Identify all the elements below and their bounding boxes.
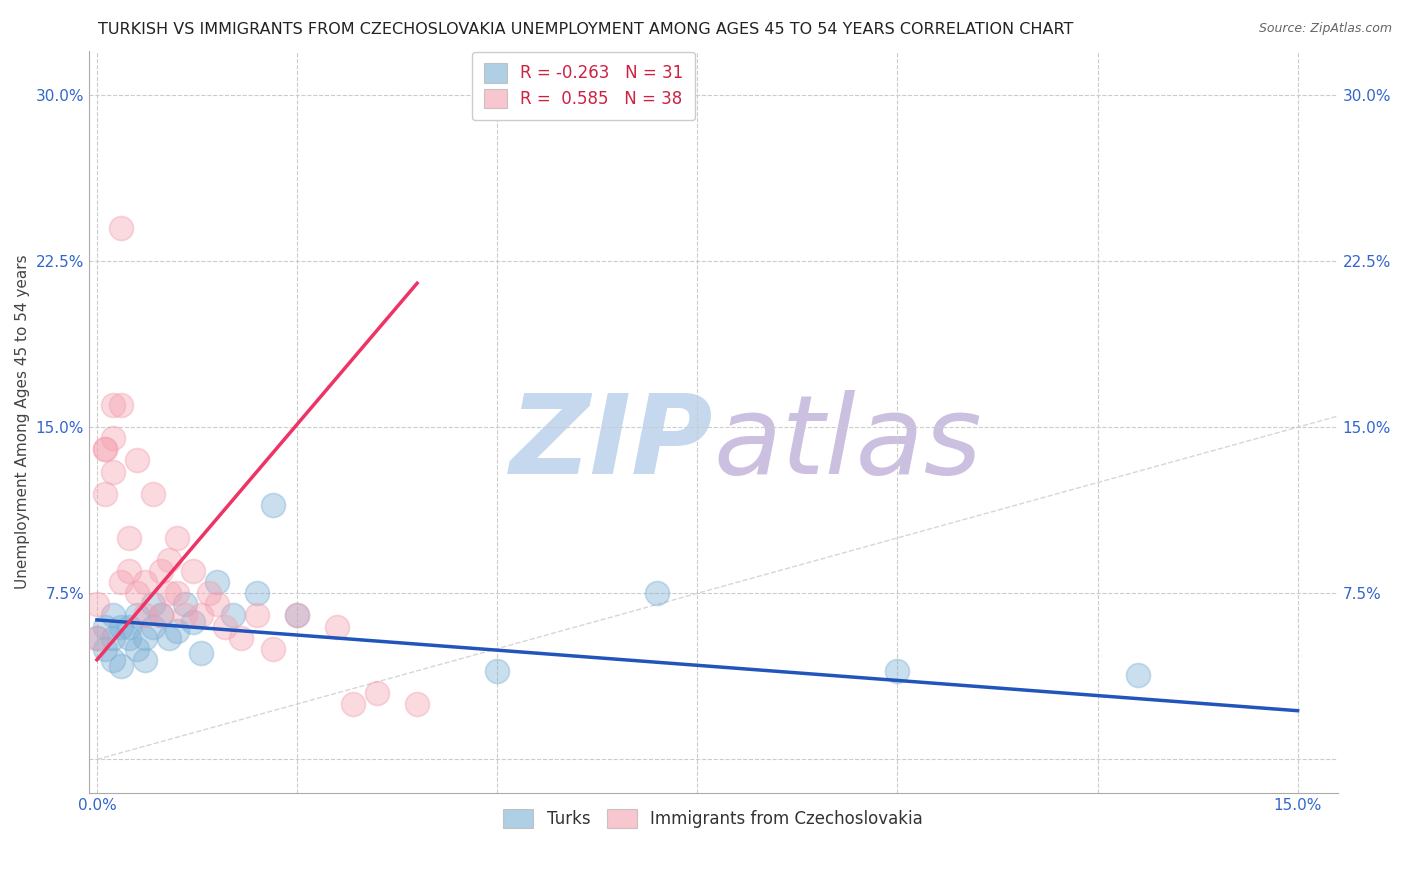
- Point: [101, 431, 124, 445]
- Point: [110, 398, 132, 412]
- Point: [342, 697, 364, 711]
- Point: [1126, 668, 1149, 682]
- Point: [149, 608, 172, 623]
- Point: [190, 646, 212, 660]
- Point: [125, 453, 148, 467]
- Point: [86, 631, 108, 645]
- Point: [366, 686, 388, 700]
- Point: [229, 631, 252, 645]
- Text: Source: ZipAtlas.com: Source: ZipAtlas.com: [1258, 22, 1392, 36]
- Point: [118, 631, 141, 645]
- Text: TURKISH VS IMMIGRANTS FROM CZECHOSLOVAKIA UNEMPLOYMENT AMONG AGES 45 TO 54 YEARS: TURKISH VS IMMIGRANTS FROM CZECHOSLOVAKI…: [98, 22, 1074, 37]
- Point: [94, 486, 117, 500]
- Point: [86, 598, 108, 612]
- Point: [149, 608, 172, 623]
- Text: ZIP: ZIP: [510, 391, 713, 498]
- Point: [157, 586, 180, 600]
- Point: [134, 653, 156, 667]
- Point: [101, 465, 124, 479]
- Point: [262, 641, 284, 656]
- Point: [205, 575, 228, 590]
- Point: [166, 531, 188, 545]
- Point: [166, 586, 188, 600]
- Point: [118, 619, 141, 633]
- Point: [174, 608, 197, 623]
- Point: [246, 586, 269, 600]
- Point: [285, 608, 308, 623]
- Point: [101, 631, 124, 645]
- Point: [486, 664, 509, 678]
- Point: [86, 631, 108, 645]
- Point: [94, 641, 117, 656]
- Point: [142, 619, 165, 633]
- Text: atlas: atlas: [713, 391, 981, 498]
- Point: [110, 619, 132, 633]
- Point: [190, 608, 212, 623]
- Point: [142, 598, 165, 612]
- Point: [157, 553, 180, 567]
- Point: [285, 608, 308, 623]
- Point: [125, 641, 148, 656]
- Point: [142, 486, 165, 500]
- Y-axis label: Unemployment Among Ages 45 to 54 years: Unemployment Among Ages 45 to 54 years: [15, 254, 30, 589]
- Point: [886, 664, 908, 678]
- Point: [406, 697, 429, 711]
- Point: [246, 608, 269, 623]
- Point: [149, 564, 172, 578]
- Point: [101, 398, 124, 412]
- Point: [134, 608, 156, 623]
- Point: [110, 659, 132, 673]
- Point: [118, 531, 141, 545]
- Point: [157, 631, 180, 645]
- Point: [134, 631, 156, 645]
- Point: [101, 608, 124, 623]
- Point: [645, 586, 668, 600]
- Point: [222, 608, 245, 623]
- Point: [94, 619, 117, 633]
- Point: [110, 220, 132, 235]
- Point: [94, 442, 117, 457]
- Point: [198, 586, 221, 600]
- Point: [101, 653, 124, 667]
- Point: [205, 598, 228, 612]
- Point: [125, 586, 148, 600]
- Point: [125, 608, 148, 623]
- Point: [174, 598, 197, 612]
- Point: [166, 624, 188, 638]
- Legend: Turks, Immigrants from Czechoslovakia: Turks, Immigrants from Czechoslovakia: [495, 800, 931, 837]
- Point: [214, 619, 236, 633]
- Point: [94, 442, 117, 457]
- Point: [262, 498, 284, 512]
- Point: [181, 615, 204, 629]
- Point: [134, 575, 156, 590]
- Point: [181, 564, 204, 578]
- Point: [326, 619, 349, 633]
- Point: [118, 564, 141, 578]
- Point: [110, 575, 132, 590]
